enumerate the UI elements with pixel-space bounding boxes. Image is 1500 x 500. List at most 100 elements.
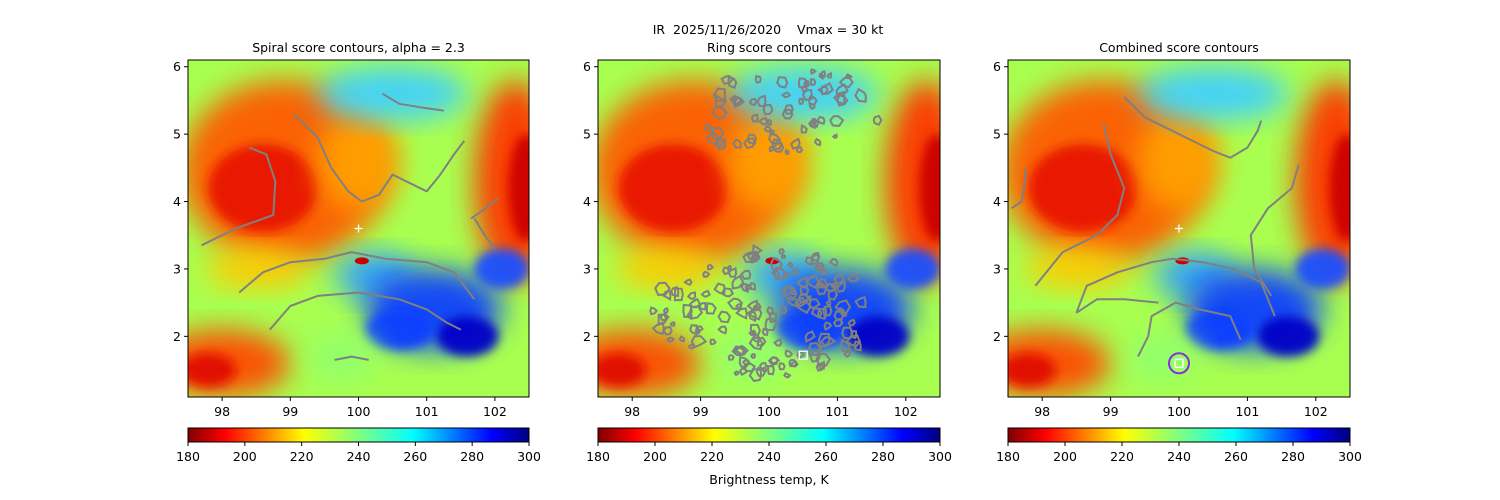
ring-contour-loop xyxy=(744,283,752,291)
x-tick-label: 102 xyxy=(894,404,918,419)
x-tick-label: 102 xyxy=(1304,404,1328,419)
contour-line xyxy=(334,355,369,361)
ring-contour-loop xyxy=(794,296,807,308)
ring-contour-loop xyxy=(673,287,684,302)
field-region xyxy=(1028,144,1138,232)
colorbar-tick-label: 200 xyxy=(233,449,257,464)
ring-contour-loop xyxy=(833,90,846,105)
colorbar-tick-label: 280 xyxy=(1281,449,1305,464)
ring-contour-loop xyxy=(807,119,819,128)
ring-contour-loop xyxy=(784,148,790,155)
ring-contour-loop xyxy=(825,299,832,307)
field-region xyxy=(885,248,940,290)
field-cold-spot xyxy=(354,257,369,265)
ring-contour-loop xyxy=(813,137,822,147)
ring-contour-loop xyxy=(815,352,832,367)
field-region xyxy=(1137,66,1289,121)
contour-line xyxy=(1010,167,1027,210)
ring-contour-loop xyxy=(784,104,794,115)
ring-contour-cluster xyxy=(704,68,883,155)
ring-contour-loop xyxy=(767,356,779,366)
ring-contour-loop xyxy=(778,247,785,255)
ring-contour-loop xyxy=(771,138,783,150)
ring-contour-loop xyxy=(787,261,794,269)
ring-contour-loop xyxy=(826,71,833,79)
contour-line xyxy=(1249,164,1300,297)
ring-contour-loop xyxy=(758,362,768,371)
x-tick-label: 98 xyxy=(1034,404,1050,419)
ring-contour-loop xyxy=(768,132,782,145)
ring-contour-loop xyxy=(750,252,761,263)
ring-contour-loop xyxy=(709,338,717,346)
ring-contour-loop xyxy=(741,359,751,366)
figure-suptitle: IR 2025/11/26/2020 Vmax = 30 kt xyxy=(652,22,884,37)
colorbar-tick-label: 280 xyxy=(460,449,484,464)
colorbar-tick-label: 200 xyxy=(643,449,667,464)
field-region xyxy=(188,353,236,387)
colorbar-tick-label: 180 xyxy=(176,449,200,464)
ring-contour-loop xyxy=(654,281,671,296)
y-tick-label: 3 xyxy=(993,261,1001,276)
ring-contour-loop xyxy=(727,354,735,361)
ring-contour-loop xyxy=(721,266,730,276)
field-region xyxy=(474,248,529,290)
ring-contour-loop xyxy=(789,360,799,368)
ring-contour-loop xyxy=(823,321,833,331)
y-tick-label: 4 xyxy=(173,194,181,209)
field-region xyxy=(474,80,529,283)
ring-contour-loop xyxy=(854,87,867,103)
contour-line xyxy=(292,113,465,203)
ring-contour-loop xyxy=(731,94,743,107)
ring-contour-loop xyxy=(678,335,686,343)
x-tick-label: 100 xyxy=(347,404,371,419)
field-region xyxy=(885,80,940,283)
panel-1: Spiral score contours, alpha = 2.3 98 99 10… xyxy=(173,40,541,464)
ring-contour-loop xyxy=(781,284,794,296)
ring-contour-loop xyxy=(659,312,670,322)
x-tick-label: 102 xyxy=(483,404,507,419)
ring-contour-loop xyxy=(651,321,665,336)
x-tick-label: 101 xyxy=(1235,404,1259,419)
y-tick-label: 3 xyxy=(583,261,591,276)
ring-contour-loop xyxy=(727,297,743,311)
ring-contour-loop xyxy=(783,371,792,379)
ring-contour-loop xyxy=(804,330,816,343)
best-center-circle-marker xyxy=(1168,352,1190,375)
ring-contour-loop xyxy=(748,310,757,323)
y-tick-label: 2 xyxy=(993,329,1001,344)
ring-contour-loop xyxy=(763,125,772,133)
colorbar-tick-label: 200 xyxy=(1053,449,1077,464)
panel-2: Ring score contours 98 99 100 101 102 2 3 4 5 6 180… xyxy=(583,40,952,464)
colorbar-tick-label: 280 xyxy=(871,449,895,464)
contour-line xyxy=(238,251,476,300)
ring-contour-loop xyxy=(669,321,676,327)
ring-contour-loop xyxy=(734,346,749,356)
contour-layer xyxy=(649,68,883,383)
panel-3: Combined score contours 98 99 100 101 102 2 3 4 5… xyxy=(993,40,1362,464)
colorbar-tick-label: 260 xyxy=(814,449,838,464)
ring-contour-loop xyxy=(731,345,748,356)
ring-contour-loop xyxy=(683,278,693,286)
ring-contour-loop xyxy=(742,362,757,373)
ring-contour-loop xyxy=(716,138,727,151)
ring-contour-loop xyxy=(748,97,758,107)
ring-contour-loop xyxy=(740,282,749,293)
ring-contour-loop xyxy=(795,145,804,154)
ring-contour-loop xyxy=(690,335,708,349)
field-region xyxy=(1257,316,1320,357)
contour-line xyxy=(1075,257,1276,317)
contour-line xyxy=(1075,298,1159,314)
ring-contour-loop xyxy=(829,115,845,127)
contour-line xyxy=(1137,301,1242,358)
colorbar-tick-label: 220 xyxy=(700,449,724,464)
ring-contour-loop xyxy=(847,318,856,328)
contour-line xyxy=(1123,96,1263,159)
ring-contour-loop xyxy=(746,133,758,145)
ring-contour-loop xyxy=(817,280,825,288)
contour-line xyxy=(1034,123,1126,287)
ring-contour-loop xyxy=(649,306,659,316)
colorbar: 180 200 220 240 260 280 300 xyxy=(586,427,952,464)
field-region xyxy=(1295,248,1350,290)
ring-contour-loop xyxy=(748,281,757,291)
ring-contour-loop xyxy=(766,306,774,315)
